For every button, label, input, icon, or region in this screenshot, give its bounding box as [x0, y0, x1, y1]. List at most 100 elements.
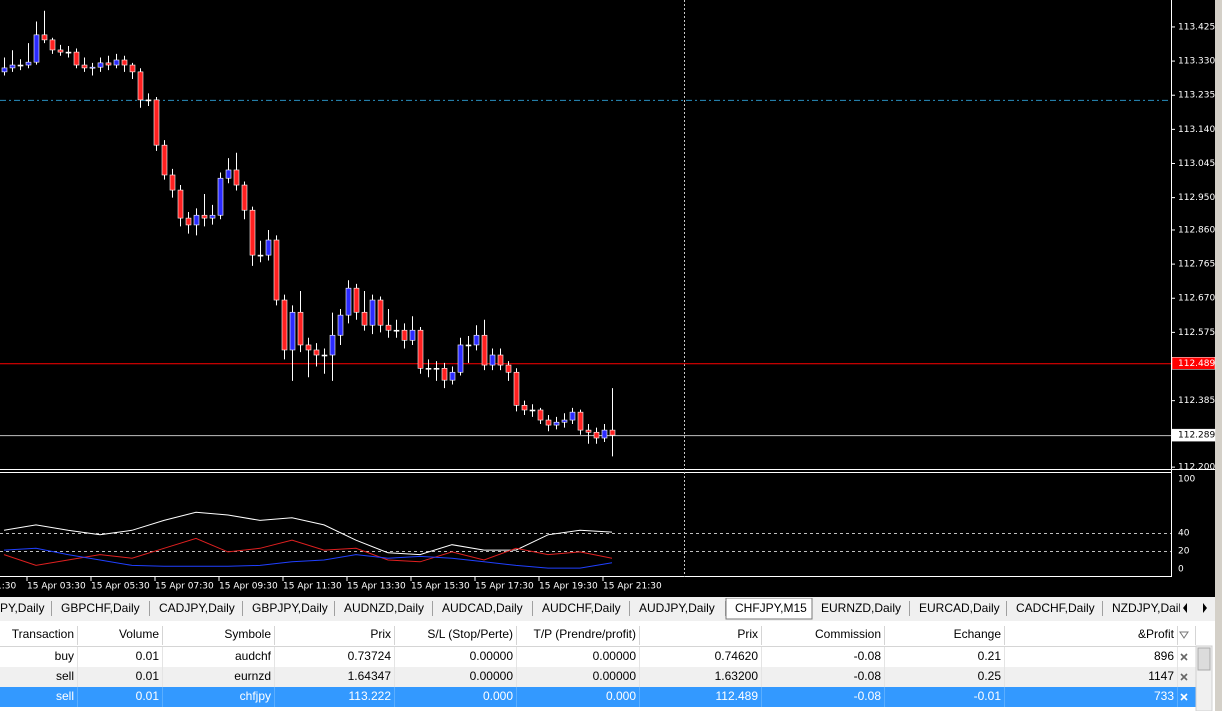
close-order-icon[interactable] [1180, 693, 1188, 701]
tab-bar [0, 597, 1215, 621]
tab-strip: PY,Daily GBPCHF,Daily CADJPY,Daily GBPJPY,D… [0, 598, 1187, 620]
cell: 1.63200 [715, 669, 759, 683]
tab-label[interactable]: GBPCHF,Daily [61, 601, 140, 615]
candle-body [185, 217, 192, 226]
indicator-tick-label: 0 [1178, 565, 1184, 575]
candle-body [41, 34, 48, 41]
cell: -0.08 [854, 669, 882, 683]
column-header[interactable]: S/L (Stop/Perte) [427, 627, 513, 641]
tab-label[interactable]: AUDJPY,Daily [639, 601, 715, 615]
column-header[interactable]: T/P (Prendre/profit) [534, 627, 636, 641]
column-header[interactable]: Volume [119, 627, 159, 641]
cell: audchf [235, 649, 272, 663]
column-header[interactable]: Prix [737, 627, 758, 641]
candle-body [193, 214, 200, 226]
tab-label[interactable]: AUDCHF,Daily [542, 601, 621, 615]
tab-label[interactable]: CADCHF,Daily [1016, 601, 1095, 615]
selected-row[interactable] [0, 687, 1196, 707]
candle-body [497, 354, 504, 366]
y-tick-label: 113.235 [1178, 91, 1215, 101]
column-header[interactable]: Echange [954, 627, 1002, 641]
candle-body [297, 311, 304, 346]
candle-body [129, 64, 136, 73]
column-header[interactable]: Prix [370, 627, 391, 641]
table-header [0, 624, 1196, 646]
column-header[interactable]: &Profit [1138, 627, 1175, 641]
tab-label[interactable]: EURCAD,Daily [919, 601, 1000, 615]
candle-body [561, 419, 568, 423]
indicator-line [3, 547, 613, 569]
y-tick-label: 112.385 [1178, 396, 1215, 406]
chart-tabs: PY,Daily GBPCHF,Daily CADJPY,Daily GBPJPY,D… [0, 598, 1187, 620]
x-tick-label: 15 Apr 13:30 [347, 582, 406, 592]
y-tick-label: 113.425 [1178, 22, 1215, 32]
candle-body [121, 59, 128, 66]
cell: 0.73724 [348, 649, 392, 663]
tab-label[interactable]: NZDJPY,Daily [1112, 601, 1187, 615]
cell: 0.01 [136, 669, 160, 683]
candle-body [481, 334, 488, 366]
candle-body [233, 169, 240, 186]
candle-body [505, 364, 512, 373]
tab-label[interactable]: CADJPY,Daily [159, 601, 235, 615]
tab-label[interactable]: PY,Daily [0, 601, 44, 615]
close-order-icon[interactable] [1180, 673, 1188, 681]
candle-body [593, 431, 600, 439]
candle-body [81, 64, 88, 69]
column-header[interactable]: Transaction [12, 627, 74, 641]
candle-body [345, 287, 352, 316]
candle-body [521, 405, 528, 411]
candle-body [225, 169, 232, 179]
window-border [1215, 0, 1222, 711]
column-header[interactable]: Commission [815, 627, 881, 641]
scroll-thumb[interactable] [1197, 647, 1211, 671]
candle-body [241, 184, 248, 211]
candle-body [353, 287, 360, 313]
candle-body [273, 239, 280, 301]
candle-body [489, 354, 496, 366]
candle-body [161, 144, 168, 176]
tab-label[interactable]: CHFJPY,M15 [735, 601, 807, 615]
tab-label[interactable]: AUDCAD,Daily [442, 601, 523, 615]
tab-label[interactable]: GBPJPY,Daily [252, 601, 328, 615]
cell: 0.25 [978, 669, 1002, 683]
y-tick-label: 113.330 [1178, 57, 1215, 67]
candle-body [513, 371, 520, 406]
cell: -0.08 [854, 689, 882, 703]
candle-body [265, 239, 272, 256]
cell: -0.01 [974, 689, 1002, 703]
x-tick-label: 15 Apr 17:30 [475, 582, 534, 592]
indicator-line [3, 537, 613, 566]
close-order-icon[interactable] [1180, 653, 1188, 661]
x-tick-label: 1:30 [0, 582, 16, 592]
tab-label[interactable]: AUDNZD,Daily [344, 601, 424, 615]
tab-left-arrow[interactable] [1183, 603, 1187, 613]
tab-label[interactable]: EURNZD,Daily [821, 601, 901, 615]
candle-body [73, 51, 80, 66]
sort-icon[interactable] [1179, 631, 1189, 639]
candle-body [49, 39, 56, 51]
candle-body [145, 99, 152, 102]
x-tick-label: 15 Apr 09:30 [219, 582, 278, 592]
column-header[interactable]: Symbole [224, 627, 271, 641]
candle-body [153, 99, 160, 146]
tab-scroll[interactable] [1183, 603, 1207, 613]
active-tab[interactable] [725, 598, 813, 620]
cell: 0.74620 [715, 649, 759, 663]
cell: 0.00000 [593, 649, 637, 663]
candle-body [361, 311, 368, 326]
y-tick-label: 112.200 [1178, 463, 1215, 473]
x-tick-label: 15 Apr 05:30 [91, 582, 150, 592]
candle-body [441, 368, 448, 381]
tab-right-arrow[interactable] [1203, 603, 1207, 613]
table-row[interactable] [0, 647, 1196, 667]
table-row[interactable] [0, 667, 1196, 687]
cell: 0.01 [136, 689, 160, 703]
candle-body [89, 66, 96, 69]
candle-body [33, 34, 40, 63]
candle-body [377, 299, 384, 326]
x-tick-label: 15 Apr 21:30 [603, 582, 662, 592]
candle-body [217, 177, 224, 216]
candle-body [9, 64, 16, 69]
candle-body [201, 214, 208, 219]
